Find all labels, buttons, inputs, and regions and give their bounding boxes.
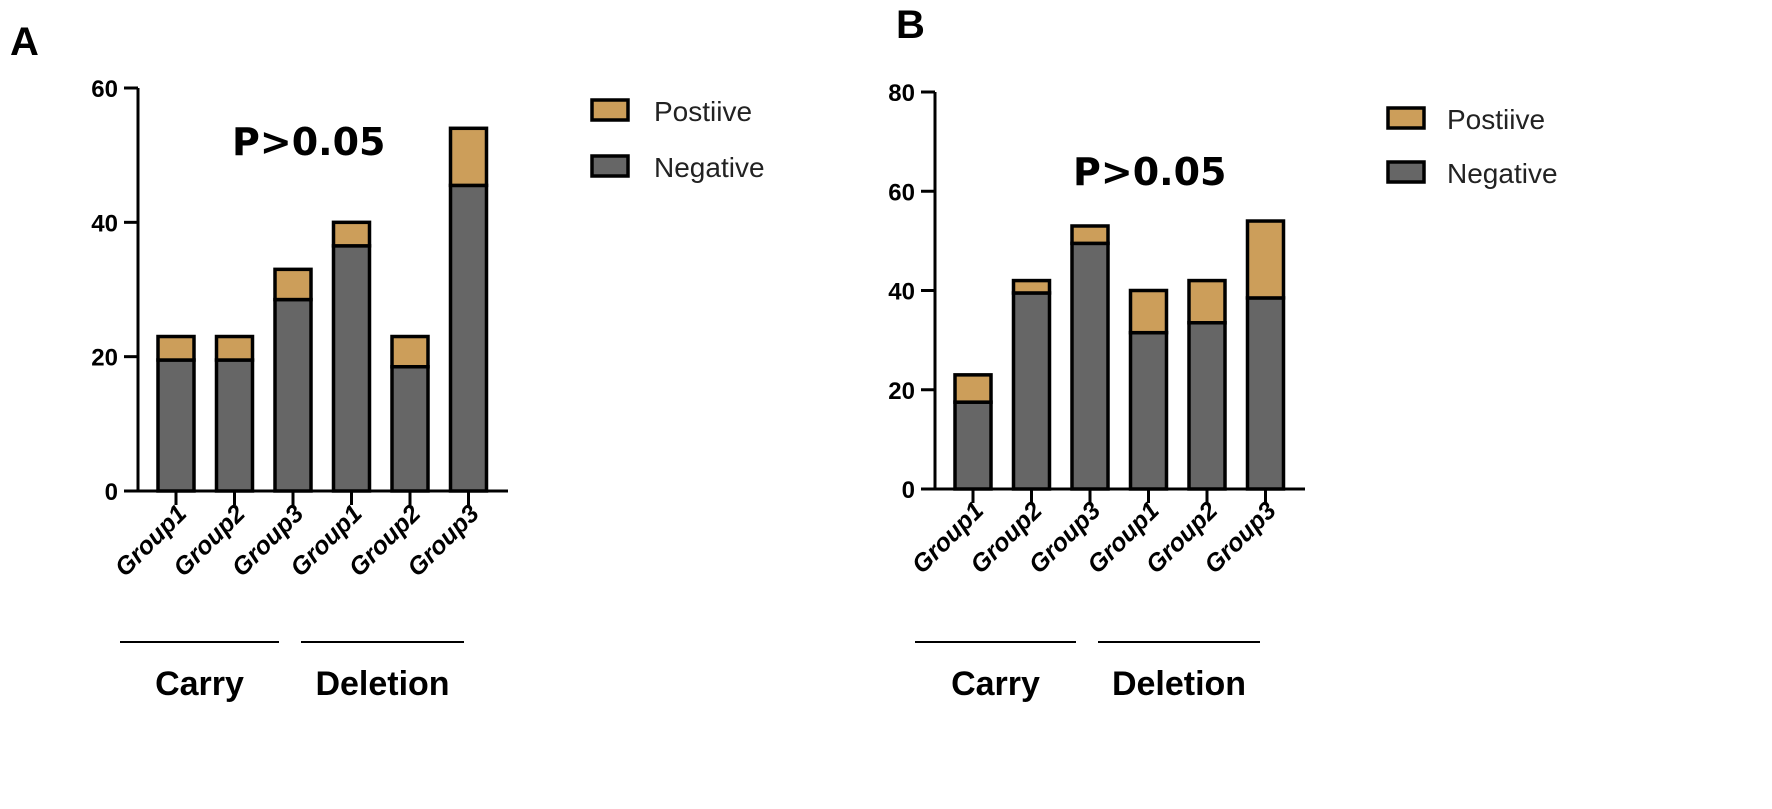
bar-positive [273, 267, 313, 302]
chart-a-svg: A0204060Group1Group2Group3Group1Group2Gr… [10, 20, 765, 703]
bar-positive [214, 334, 255, 362]
bar-positive [1187, 278, 1227, 325]
p-value-annotation: P>0.05 [232, 120, 385, 164]
bar-positive [448, 126, 489, 188]
chart-panel-b: B 0 20 40 60 80 Group1 Group2 Group3 Group1 Group2… [886, 0, 1772, 809]
bar-positive [1128, 288, 1169, 335]
y-tick-label: 80 [888, 80, 915, 107]
y-tick-label: 40 [91, 210, 118, 237]
y-tick-label: 60 [91, 76, 118, 103]
bar-positive [1011, 278, 1052, 295]
legend-label: Negative [1447, 158, 1558, 189]
y-tick-label: 0 [105, 479, 118, 506]
bar-negative [1245, 296, 1286, 491]
legend-label: Postiive [654, 96, 752, 127]
legend-swatch [1386, 106, 1426, 130]
bar-positive [1245, 219, 1286, 300]
bar-negative [331, 244, 372, 493]
bar-negative [953, 400, 993, 491]
chart-b-svg: B020406080Group1Group2Group3Group1Group2… [888, 3, 1558, 703]
legend-swatch [590, 154, 630, 178]
panel-label: B [896, 3, 925, 47]
chart-panel-a: A 0 20 40 60 Group1 Group2 Group3 Group1 Group2 Gr… [10, 20, 765, 703]
bar-negative [1187, 321, 1227, 491]
p-value-annotation: P>0.05 [1073, 150, 1226, 194]
bar-positive [390, 334, 430, 369]
bar-negative [273, 297, 313, 493]
y-tick-label: 20 [888, 378, 915, 405]
bar-positive [1070, 224, 1110, 246]
bar-negative [214, 358, 255, 493]
legend-label: Negative [654, 152, 765, 183]
y-tick-label: 40 [888, 279, 915, 306]
bar-negative [1011, 291, 1052, 491]
bar-negative [390, 364, 430, 493]
y-tick-label: 0 [902, 477, 915, 504]
group-label: Carry [155, 665, 244, 703]
legend-swatch [1386, 160, 1426, 184]
bar-negative [156, 358, 196, 493]
y-tick-label: 20 [91, 345, 118, 372]
legend-label: Postiive [1447, 104, 1545, 135]
group-label: Deletion [1112, 665, 1246, 703]
bar-positive [953, 373, 993, 404]
y-tick-label: 60 [888, 179, 915, 206]
bar-negative [1128, 330, 1169, 491]
legend-swatch [590, 98, 630, 122]
bar-positive [331, 220, 372, 248]
bar-negative [448, 183, 489, 493]
bar-negative [1070, 241, 1110, 491]
group-label: Carry [951, 665, 1040, 703]
group-label: Deletion [315, 665, 449, 703]
panel-label: A [10, 20, 39, 64]
bar-positive [156, 334, 196, 362]
